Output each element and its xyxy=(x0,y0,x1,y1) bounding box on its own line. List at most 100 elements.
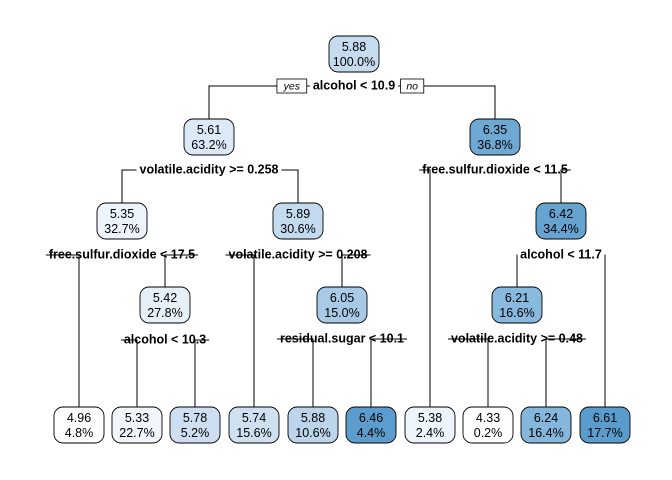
node-percent-1: 100.0% xyxy=(333,55,375,69)
node-box-18 xyxy=(111,406,163,444)
node-value-3: 6.35 xyxy=(483,123,507,137)
edge-11-to-23 xyxy=(370,338,408,407)
edge-9-to-19 xyxy=(194,339,210,407)
node-percent-3: 36.8% xyxy=(477,138,512,152)
edge-3-to-6 xyxy=(419,169,431,407)
tree-node-23: 6.464.4% xyxy=(345,406,397,444)
split-label-node-5: volatile.acidity >= 0.208 xyxy=(229,247,368,261)
node-percent-22: 10.6% xyxy=(295,426,330,440)
node-box-7 xyxy=(535,202,587,240)
node-value-6: 5.38 xyxy=(418,411,442,425)
split-label-node-11: residual.sugar < 10.1 xyxy=(280,331,404,345)
node-box-15 xyxy=(579,406,631,444)
tree-node-8: 4.964.8% xyxy=(53,406,105,444)
edge-1-to-2 xyxy=(208,85,310,119)
node-box-19 xyxy=(169,406,221,444)
node-value-1: 5.88 xyxy=(342,40,366,54)
node-percent-15: 17.7% xyxy=(587,426,622,440)
node-value-2: 5.61 xyxy=(197,123,221,137)
node-value-28: 4.33 xyxy=(476,411,500,425)
node-box-4 xyxy=(96,202,148,240)
branch-tags: yes no xyxy=(276,78,425,94)
node-percent-5: 30.6% xyxy=(280,222,315,236)
tree-node-19: 5.785.2% xyxy=(169,406,221,444)
node-value-5: 5.89 xyxy=(286,207,310,221)
branch-tag-yes: yes xyxy=(283,80,301,92)
node-value-15: 6.61 xyxy=(593,411,617,425)
node-percent-10: 15.6% xyxy=(236,426,271,440)
node-box-8 xyxy=(53,406,105,444)
node-value-4: 5.35 xyxy=(110,207,134,221)
node-box-3 xyxy=(469,118,521,156)
node-value-29: 6.24 xyxy=(534,411,558,425)
node-value-8: 4.96 xyxy=(67,411,91,425)
tree-edges xyxy=(45,85,606,407)
node-percent-29: 16.4% xyxy=(528,426,563,440)
tree-nodes: 5.88100.0%5.6163.2%6.3536.8%5.3532.7%5.8… xyxy=(53,35,631,444)
node-percent-14: 16.6% xyxy=(499,306,534,320)
edge-2-to-5 xyxy=(281,169,299,203)
node-percent-23: 4.4% xyxy=(357,426,386,440)
node-percent-18: 22.7% xyxy=(119,426,154,440)
node-value-23: 6.46 xyxy=(359,411,383,425)
split-label-node-9: alcohol < 10.3 xyxy=(124,332,206,346)
node-box-10 xyxy=(228,406,280,444)
split-labels: alcohol < 10.9 volatile.acidity >= 0.258 f… xyxy=(49,78,602,346)
node-box-29 xyxy=(520,406,572,444)
edge-4-to-9 xyxy=(164,254,199,287)
node-box-5 xyxy=(272,202,324,240)
node-box-22 xyxy=(287,406,339,444)
node-value-11: 6.05 xyxy=(330,291,354,305)
split-label-node-3: free.sulfur.dioxide < 11.5 xyxy=(422,162,568,176)
node-value-7: 6.42 xyxy=(549,207,573,221)
node-box-1 xyxy=(328,35,380,73)
branch-tag-no-box xyxy=(400,78,425,94)
node-box-6 xyxy=(404,406,456,444)
node-percent-11: 15.0% xyxy=(324,306,359,320)
edge-5-to-11 xyxy=(341,254,371,287)
node-percent-7: 34.4% xyxy=(543,222,578,236)
node-percent-6: 2.4% xyxy=(416,426,445,440)
tree-node-6: 5.382.4% xyxy=(404,406,456,444)
edge-5-to-10 xyxy=(225,254,255,407)
node-percent-9: 27.8% xyxy=(147,306,182,320)
edge-14-to-28 xyxy=(447,338,489,407)
edge-11-to-22 xyxy=(276,338,314,407)
edge-3-to-7 xyxy=(560,169,571,203)
tree-node-28: 4.330.2% xyxy=(462,406,514,444)
node-box-11 xyxy=(316,286,368,324)
edge-9-to-18 xyxy=(120,339,138,407)
node-box-2 xyxy=(183,118,235,156)
node-percent-8: 4.8% xyxy=(65,426,94,440)
node-value-18: 5.33 xyxy=(125,411,149,425)
node-value-9: 5.42 xyxy=(153,291,177,305)
node-value-10: 5.74 xyxy=(242,411,266,425)
branch-tag-yes-box xyxy=(276,78,308,94)
edge-14-to-29 xyxy=(545,338,587,407)
edge-4-to-8 xyxy=(45,254,80,407)
split-label-node-2: volatile.acidity >= 0.258 xyxy=(140,162,279,176)
node-box-14 xyxy=(491,286,543,324)
node-percent-19: 5.2% xyxy=(181,426,210,440)
node-box-9 xyxy=(139,286,191,324)
branch-tag-no: no xyxy=(406,80,418,92)
split-label-node-7: alcohol < 11.7 xyxy=(520,247,602,261)
split-label-node-4: free.sulfur.dioxide < 17.5 xyxy=(49,247,195,261)
edge-1-to-3 xyxy=(398,85,496,119)
split-label-node-14: volatile.acidity >= 0.48 xyxy=(451,331,583,345)
node-value-14: 6.21 xyxy=(505,291,529,305)
edge-2-to-4 xyxy=(121,169,137,203)
